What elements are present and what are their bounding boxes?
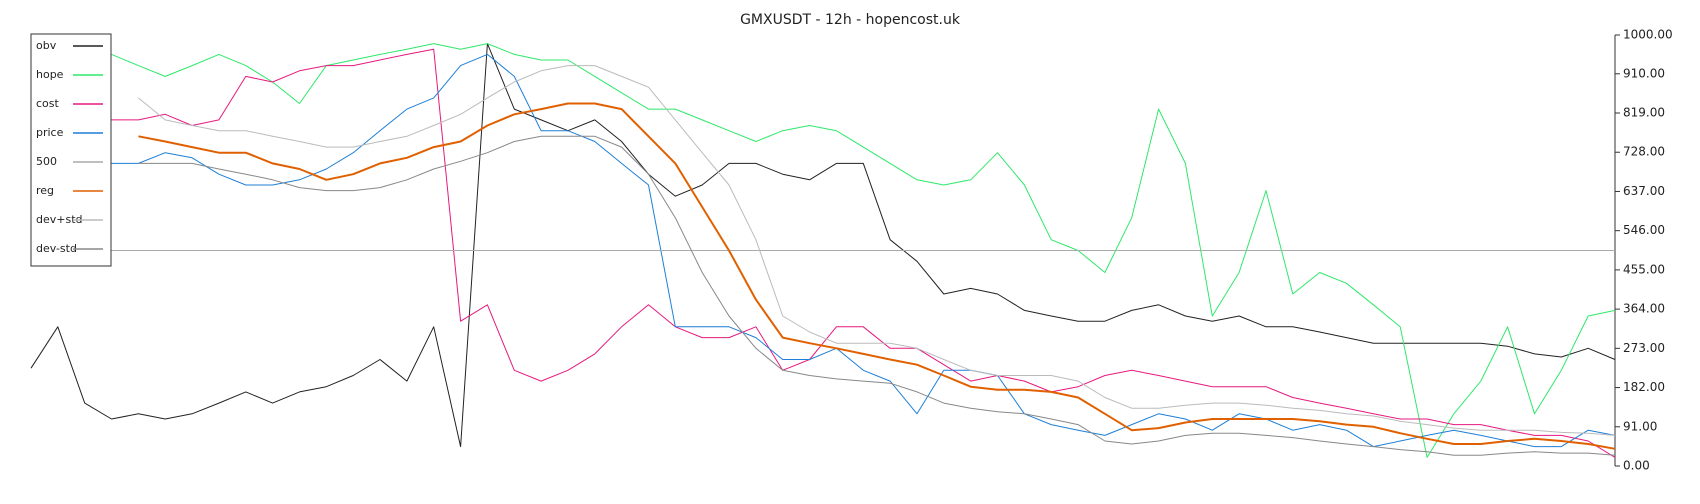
y-tick-label: 91.00 <box>1623 419 1657 433</box>
y-tick-label: 273.00 <box>1623 341 1665 355</box>
y-tick-label: 637.00 <box>1623 184 1665 198</box>
y-tick-label: 546.00 <box>1623 223 1665 237</box>
y-tick-label: 182.00 <box>1623 380 1665 394</box>
y-tick-label: 0.00 <box>1623 459 1650 473</box>
legend-box <box>30 33 112 267</box>
series-line <box>111 43 1616 458</box>
series-line <box>138 65 1616 436</box>
legend-label: cost <box>36 97 60 110</box>
y-tick-label: 1000.00 <box>1623 28 1673 42</box>
y-tick-label: 364.00 <box>1623 302 1665 316</box>
series-line <box>111 48 1616 458</box>
legend-label: 500 <box>36 155 57 168</box>
legend-label: dev-std <box>36 242 77 255</box>
legend-label: dev+std <box>36 213 83 226</box>
chart-title: GMXUSDT - 12h - hopencost.uk <box>740 12 961 28</box>
legend: obv hope cost price 500 reg dev+std dev-std <box>30 33 112 267</box>
series-line <box>138 102 1616 450</box>
legend-label: price <box>36 126 64 139</box>
legend-label: reg <box>36 184 54 197</box>
y-tick-label: 910.00 <box>1623 66 1665 80</box>
y-tick-label: 728.00 <box>1623 145 1665 159</box>
legend-label: obv <box>36 39 57 52</box>
series-line <box>30 43 1616 448</box>
series-line <box>138 135 1616 456</box>
y-tick-label: 455.00 <box>1623 262 1665 276</box>
y-tick-label: 819.00 <box>1623 106 1665 120</box>
legend-label: hope <box>36 68 64 81</box>
